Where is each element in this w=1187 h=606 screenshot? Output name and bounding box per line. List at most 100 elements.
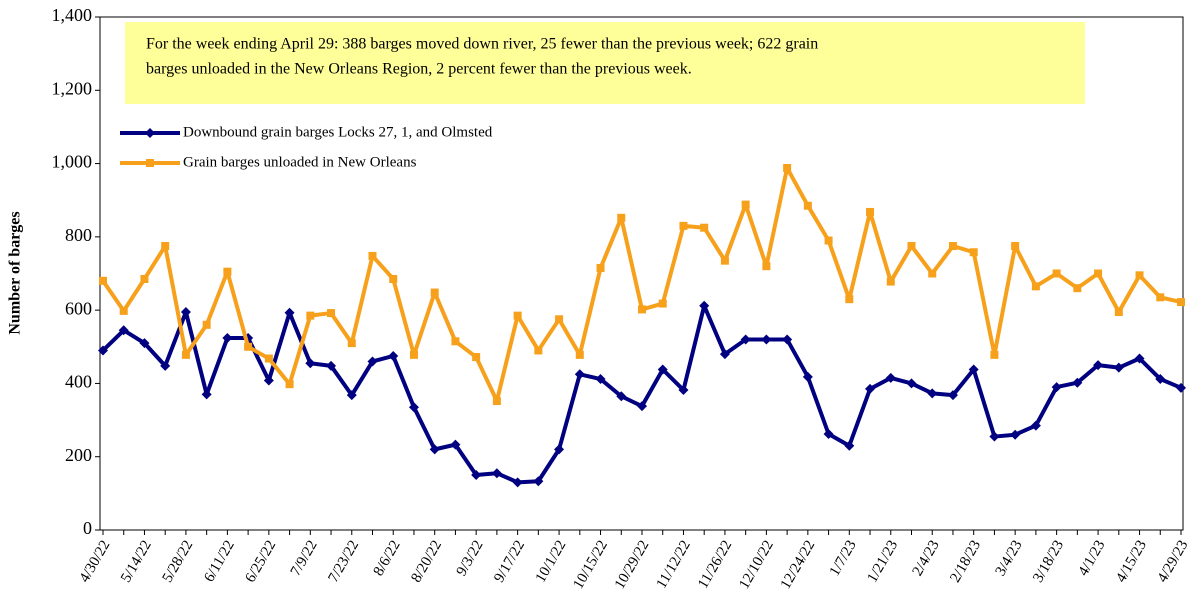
data-point [574,369,585,380]
legend-label: Grain barges unloaded in New Orleans [183,154,417,170]
data-point [181,350,190,359]
data-point [886,277,895,286]
data-point [969,248,978,257]
data-point [866,207,875,216]
data-point [139,338,150,349]
data-point [512,477,523,488]
data-point [326,360,337,371]
data-point [596,264,605,273]
data-point [617,213,626,222]
data-point [408,402,419,413]
x-tick-label: 1/7/23 [827,538,860,579]
annotation-box [125,22,1085,104]
data-point [346,390,357,401]
data-point [1093,360,1104,371]
data-point [802,371,813,382]
data-point [368,251,377,260]
data-point [679,221,688,230]
x-tick-label: 11/26/22 [695,538,735,592]
data-point [555,315,564,324]
data-point [472,353,481,362]
data-point [180,306,191,317]
x-tick-label: 9/17/22 [491,538,528,586]
data-point [638,305,646,314]
x-tick-label: 10/1/22 [533,538,570,586]
data-point [534,346,543,355]
data-point [202,320,211,329]
x-tick-label: 4/15/23 [1113,538,1150,586]
data-point [1135,271,1144,280]
x-tick-label: 4/29/23 [1155,538,1187,586]
y-tick-label: 1,400 [52,5,93,25]
data-point [389,274,398,283]
data-point [1052,269,1061,278]
x-tick-label: 2/4/23 [910,538,943,579]
x-tick-label: 4/1/23 [1075,538,1108,579]
data-point [99,276,107,285]
data-point [161,242,170,251]
data-point [367,356,378,367]
legend-marker [146,159,154,167]
data-point [491,468,502,479]
series-line [101,303,1182,485]
data-point [1011,242,1020,251]
data-point [824,236,833,245]
data-point [119,306,128,315]
annotation-line: For the week ending April 29: 388 barges… [146,36,818,53]
data-point [1155,374,1166,385]
data-point [451,337,460,346]
data-point [947,390,958,401]
data-point [1113,362,1124,373]
data-point [1073,284,1082,293]
data-point [160,360,171,371]
data-point [595,374,606,385]
data-point [637,401,647,412]
data-point [616,391,627,402]
data-point [657,364,668,375]
data-point [1030,420,1041,431]
data-point [658,299,667,308]
data-point [284,307,295,318]
data-point [263,375,274,386]
data-point [927,388,938,399]
data-point [719,349,730,360]
data-point [1010,429,1021,440]
data-point [264,354,273,363]
data-point [1134,353,1145,364]
data-point [347,339,356,348]
data-point [762,262,771,271]
data-point [1177,298,1185,307]
data-point [844,440,855,451]
data-point [782,334,793,345]
data-point [1072,377,1083,388]
x-tick-label: 6/25/22 [243,538,280,586]
data-point [450,439,461,450]
data-point [906,378,917,389]
data-point [990,350,999,359]
data-point [306,311,315,320]
data-point [471,470,482,481]
data-point [223,267,232,276]
data-point [928,269,937,278]
data-point [1094,269,1103,278]
x-tick-label: 8/6/22 [371,538,404,579]
x-tick-label: 2/18/23 [947,538,984,586]
y-tick-label: 400 [65,372,92,392]
annotation-line: barges unloaded in the New Orleans Regio… [146,61,692,78]
data-point [720,256,729,265]
data-point [201,389,212,400]
data-point [907,242,916,251]
data-point [492,397,501,406]
data-point [948,242,957,251]
x-tick-label: 11/12/22 [654,538,694,592]
data-point [678,385,689,396]
x-tick-label: 8/20/22 [408,538,445,586]
data-point [222,332,233,343]
data-point [409,350,418,359]
x-tick-label: 3/4/23 [993,538,1026,579]
data-point [118,325,129,336]
data-point [783,163,792,172]
data-point [761,334,772,345]
data-point [305,358,316,369]
